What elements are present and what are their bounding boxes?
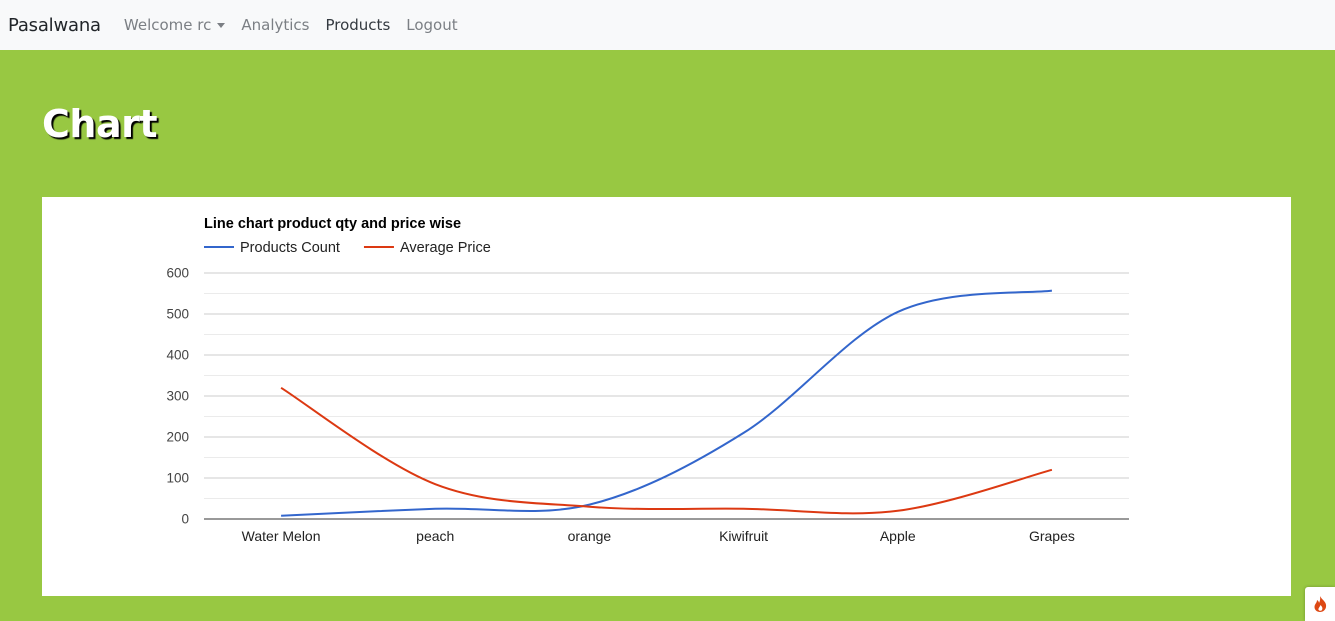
welcome-label: Welcome rc	[123, 16, 212, 34]
y-tick-label: 400	[166, 348, 189, 363]
series-line-0	[281, 289, 1053, 517]
page-title: Chart	[42, 102, 158, 146]
x-tick-label: Water Melon	[242, 528, 321, 544]
brand-link[interactable]: Pasalwana	[8, 14, 101, 36]
y-tick-label: 500	[166, 307, 189, 322]
series-line-1	[280, 386, 1053, 515]
x-tick-label: Apple	[880, 528, 916, 544]
y-tick-label: 0	[181, 512, 189, 527]
y-tick-label: 200	[166, 430, 189, 445]
y-tick-label: 100	[166, 471, 189, 486]
chart-card: 0 100 200 300 400 500 600 Water Melon peach orang…	[42, 197, 1291, 596]
caret-down-icon	[217, 22, 226, 28]
y-tick-label: 300	[166, 389, 189, 404]
legend-label-1: Average Price	[400, 240, 491, 256]
x-tick-label: peach	[416, 528, 454, 544]
y-tick-label: 600	[166, 266, 189, 281]
legend-label-0: Products Count	[240, 240, 340, 256]
nav-analytics[interactable]: Analytics	[241, 16, 310, 34]
chart-title: Line chart product qty and price wise	[204, 216, 461, 232]
x-tick-label: Kiwifruit	[719, 528, 768, 544]
nav-products[interactable]: Products	[325, 16, 391, 34]
fire-icon	[1314, 596, 1327, 612]
x-tick-label: Grapes	[1029, 528, 1075, 544]
nav-logout[interactable]: Logout	[406, 16, 458, 34]
line-chart: 0 100 200 300 400 500 600 Water Melon peach orang…	[166, 216, 1129, 544]
welcome-dropdown[interactable]: Welcome rc	[123, 16, 226, 34]
navbar: Pasalwana Welcome rc Analytics Products …	[0, 0, 1335, 50]
debug-toolbar-button[interactable]	[1305, 587, 1335, 621]
x-tick-label: orange	[568, 528, 612, 544]
